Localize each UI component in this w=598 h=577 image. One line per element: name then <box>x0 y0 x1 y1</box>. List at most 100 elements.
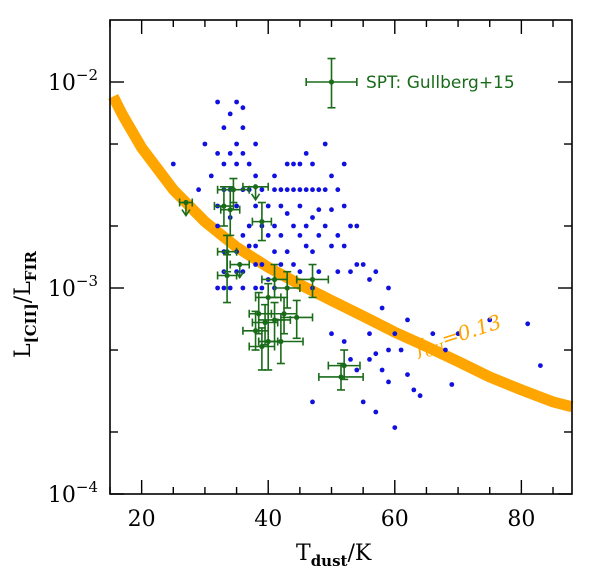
field-point <box>253 285 258 291</box>
plot-frame <box>109 19 573 495</box>
field-point <box>310 249 315 255</box>
field-point <box>297 203 303 209</box>
curve-label-rest: =0.13 <box>438 309 504 351</box>
field-point <box>227 285 233 291</box>
field-point <box>373 409 379 415</box>
spt-point <box>224 272 230 279</box>
field-point <box>341 339 347 344</box>
spt-source <box>216 234 238 273</box>
spt-source <box>216 253 238 304</box>
field-point <box>291 223 296 229</box>
spt-point <box>221 203 227 209</box>
field-point <box>367 277 372 282</box>
field-point <box>278 233 284 238</box>
field-point <box>196 187 202 193</box>
spt-point <box>259 343 265 350</box>
field-point <box>272 173 277 179</box>
field-point <box>291 161 296 167</box>
field-point <box>392 331 398 337</box>
spt-point <box>338 374 344 380</box>
field-point <box>354 367 360 373</box>
field-point <box>348 269 353 275</box>
field-point <box>354 223 360 229</box>
field-point <box>208 173 214 179</box>
x-axis-label-sub: dust <box>311 552 348 570</box>
tick-labels: 20 40 60 80 10−4 10−3 10−2 <box>48 66 535 532</box>
field-point <box>341 161 347 167</box>
x-tick-label: 80 <box>507 507 535 532</box>
field-point <box>455 331 461 337</box>
field-point <box>272 249 277 255</box>
field-point <box>335 233 341 238</box>
field-point <box>240 233 246 238</box>
legend-errorbar-marker <box>305 57 358 109</box>
y-tick-label: 10−2 <box>48 66 98 96</box>
field-point <box>341 203 347 209</box>
field-point <box>348 223 353 229</box>
upper-limit-arrow <box>250 193 261 202</box>
y-tick-label: 10−3 <box>48 272 98 302</box>
errorbar-layer <box>178 177 364 391</box>
field-point <box>246 161 252 167</box>
spt-point <box>309 276 316 283</box>
field-point <box>316 269 322 275</box>
field-point <box>253 203 258 209</box>
spt-source <box>248 327 276 371</box>
field-point <box>272 187 277 193</box>
field-point <box>253 243 258 249</box>
field-point <box>360 262 366 267</box>
field-point <box>443 347 448 353</box>
field-point <box>411 387 417 393</box>
x-axis-label: Tdust/K <box>296 541 372 570</box>
spt-source <box>295 263 330 299</box>
field-point <box>386 347 391 353</box>
field-point <box>246 243 252 249</box>
field-point <box>354 262 360 267</box>
field-point <box>329 207 334 213</box>
field-point <box>538 363 543 368</box>
field-point <box>284 249 290 255</box>
upper-limit-arrow <box>181 209 191 217</box>
field-point <box>278 187 284 193</box>
spt-point <box>341 363 347 369</box>
y-axis-label-mid: /L <box>11 281 36 303</box>
field-point <box>240 105 246 111</box>
field-point <box>386 379 391 385</box>
field-point <box>221 125 227 131</box>
curve-label-sub: CII <box>423 340 448 361</box>
field-point <box>291 187 296 193</box>
field-point <box>310 161 315 167</box>
spt-source <box>251 303 279 346</box>
spt-point <box>328 79 335 85</box>
field-point <box>310 215 315 220</box>
y-axis-label-sub1: [CII] <box>22 303 40 343</box>
field-point <box>316 187 322 193</box>
field-point <box>215 99 221 105</box>
field-point <box>234 161 240 167</box>
field-point <box>322 141 328 147</box>
field-point <box>253 141 258 147</box>
spt-point <box>252 328 259 334</box>
spt-source <box>229 260 251 279</box>
field-point <box>278 262 284 267</box>
field-point <box>284 187 290 193</box>
field-point <box>335 187 341 193</box>
spt-source <box>216 177 251 204</box>
spt-source <box>257 301 292 343</box>
field-point <box>329 173 334 179</box>
spt-source <box>251 201 273 242</box>
field-point <box>246 223 252 229</box>
ticks-layer <box>109 20 572 495</box>
field-point <box>215 151 221 156</box>
y-axis-label: L[CII]/LFIR <box>11 251 40 358</box>
field-point <box>398 347 404 353</box>
spt-point <box>271 317 278 323</box>
spt-source <box>257 319 304 365</box>
field-point <box>430 331 436 337</box>
field-point <box>367 331 372 337</box>
x-tick-label: 40 <box>254 507 282 532</box>
spt-point <box>183 199 189 206</box>
spt-point <box>256 311 262 317</box>
upper-limit-arrow <box>235 271 245 279</box>
